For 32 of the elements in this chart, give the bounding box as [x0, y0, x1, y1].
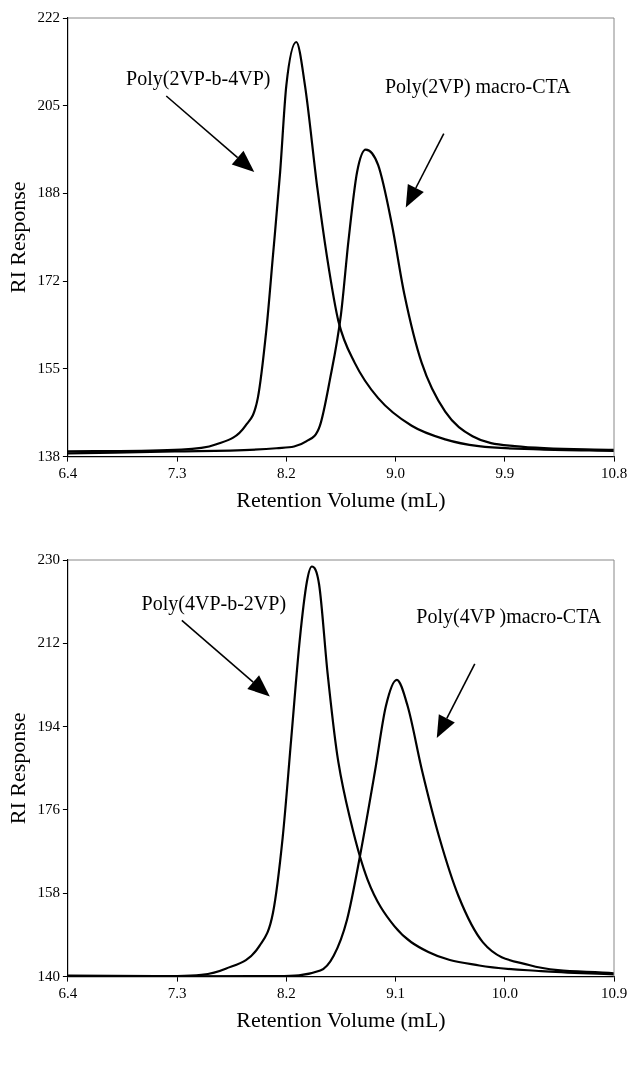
x-tick-label: 6.4 — [58, 984, 78, 1001]
y-tick-label: 176 — [37, 800, 61, 817]
x-tick-label: 10.8 — [600, 464, 628, 481]
y-tick-label: 188 — [37, 184, 60, 201]
x-tick-label: 10.0 — [491, 984, 518, 1001]
y-tick-label: 205 — [37, 96, 60, 113]
y-tick-label: 172 — [37, 272, 60, 289]
y-axis-title: RI Response — [4, 181, 30, 294]
x-tick-label: 10.9 — [600, 984, 628, 1001]
text: Poly(2VP) macro-CTA — [384, 74, 572, 98]
x-tick-label: 8.2 — [276, 984, 296, 1001]
x-tick-label: 9.9 — [495, 464, 515, 481]
x-axis-title: Retention Volume (mL) — [236, 486, 446, 512]
series-label: Poly(2VP-b-4VP) — [126, 67, 271, 91]
series-label: Poly(4VP-b-2VP) — [141, 591, 287, 615]
y-axis-title: RI Response — [4, 712, 30, 825]
x-tick-label: 8.2 — [276, 464, 296, 481]
y-tick-label: 194 — [37, 717, 61, 734]
x-tick-label: 6.4 — [58, 464, 78, 481]
x-tick-label: 9.1 — [386, 984, 405, 1001]
x-tick-label: 7.3 — [167, 464, 187, 481]
y-tick-label: 138 — [37, 447, 60, 464]
y-tick-label: 230 — [37, 550, 60, 567]
x-tick-label: 7.3 — [167, 984, 187, 1001]
text: Poly(4VP )macro-CTA — [416, 605, 602, 629]
y-tick-label: 222 — [37, 8, 60, 25]
y-tick-label: 155 — [37, 359, 60, 376]
y-tick-label: 212 — [37, 634, 60, 651]
y-tick-label: 158 — [37, 884, 60, 901]
x-tick-label: 9.0 — [386, 464, 405, 481]
y-tick-label: 140 — [37, 967, 60, 984]
x-axis-title: Retention Volume (mL) — [236, 1006, 446, 1032]
